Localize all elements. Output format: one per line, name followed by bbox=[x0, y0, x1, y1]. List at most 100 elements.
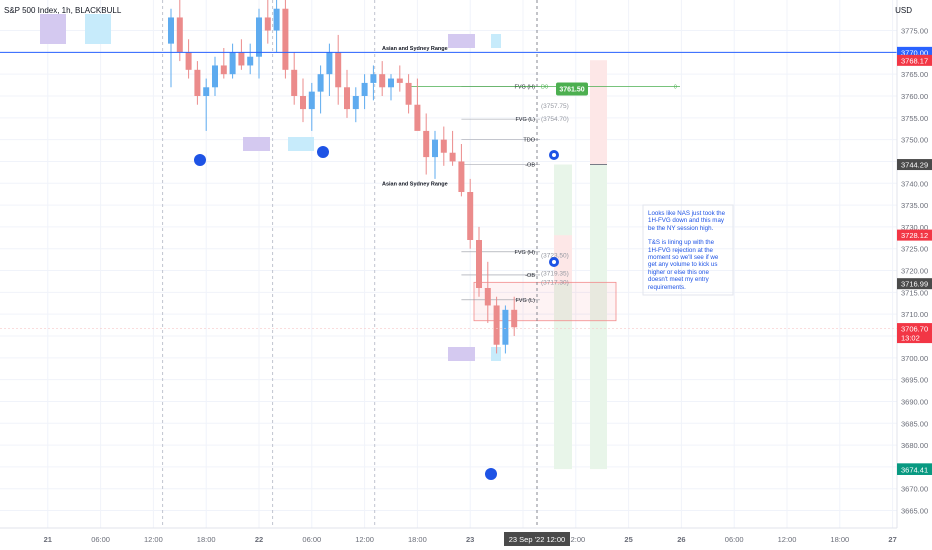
candle-body bbox=[282, 8, 289, 70]
candle-body bbox=[449, 152, 456, 162]
price-tick: 3700.00 bbox=[901, 354, 928, 363]
annotation-line: be the NY session high. bbox=[648, 224, 714, 232]
time-tick: 12:00 bbox=[355, 535, 374, 544]
time-tick: 18:00 bbox=[408, 535, 427, 544]
candle-body bbox=[247, 56, 254, 66]
time-tick: 06:00 bbox=[91, 535, 110, 544]
trade-annotation[interactable]: Looks like NAS just took the 1H-FVG down… bbox=[648, 210, 732, 291]
annotation-line: 1H-FVG down and this may bbox=[648, 217, 724, 225]
marker-dot bbox=[194, 154, 206, 166]
session-range-box bbox=[491, 347, 501, 361]
price-tick: 3775.00 bbox=[901, 27, 928, 36]
candle-body bbox=[256, 17, 262, 57]
candle-body bbox=[317, 74, 324, 92]
price-tick: 3670.00 bbox=[901, 485, 928, 494]
price-tick: 3755.00 bbox=[901, 114, 928, 123]
level-price-label: (3719.35) bbox=[541, 270, 569, 277]
price-badge bbox=[897, 229, 932, 241]
time-tick: 27 bbox=[888, 535, 896, 544]
price-badge-text: 3716.99 bbox=[901, 280, 928, 289]
candle-body bbox=[511, 309, 518, 328]
time-tick: 22 bbox=[255, 535, 263, 544]
annotation-line: 1H-FVG rejection at the bbox=[648, 246, 713, 254]
annotation-line: requirements. bbox=[648, 283, 686, 291]
candle-body bbox=[264, 17, 271, 31]
crosshair-time-text: 23 Sep '22 12:00 bbox=[509, 535, 565, 544]
price-tick: 3680.00 bbox=[901, 441, 928, 450]
time-tick: 26 bbox=[677, 535, 685, 544]
time-tick: 25 bbox=[624, 535, 632, 544]
price-tick: 3730.00 bbox=[901, 223, 928, 232]
time-tick: 12:00 bbox=[778, 535, 797, 544]
candle-body bbox=[493, 305, 500, 345]
candle-body bbox=[484, 288, 491, 306]
crosshair-time-badge bbox=[504, 532, 570, 546]
annotation-line: get any volume to kick us bbox=[648, 261, 718, 269]
level-label: TDO bbox=[523, 138, 535, 144]
price-badge bbox=[897, 278, 932, 290]
annotation-line: T&S is lining up with the bbox=[648, 239, 715, 247]
level-label: FVG (H) bbox=[515, 84, 536, 90]
level-price-label: (3757.75) bbox=[541, 103, 569, 110]
session-range-box bbox=[85, 14, 111, 44]
entry-price-text: 3761.50 bbox=[559, 86, 584, 93]
time-tick: 06:00 bbox=[302, 535, 321, 544]
time-tick: 18:00 bbox=[830, 535, 849, 544]
annotation-line: higher or else this one bbox=[648, 268, 709, 276]
price-tick: 3740.00 bbox=[901, 179, 928, 188]
candle-body bbox=[388, 78, 394, 88]
candle-body bbox=[185, 52, 192, 70]
price-tick: 3760.00 bbox=[901, 92, 928, 101]
stop-zone bbox=[554, 235, 572, 284]
level-price-label: (3754.70) bbox=[541, 116, 569, 123]
candle-body bbox=[467, 192, 474, 240]
candle-body bbox=[361, 82, 368, 96]
price-badge bbox=[897, 463, 932, 475]
candle-body bbox=[194, 69, 201, 96]
price-badge-text: 3744.29 bbox=[901, 161, 928, 170]
currency-label: USD bbox=[895, 6, 912, 15]
price-badge bbox=[897, 54, 932, 66]
marker-dot bbox=[317, 146, 329, 158]
level-price-label: (3723.50) bbox=[541, 252, 569, 259]
candle-body bbox=[238, 52, 245, 66]
price-tick: 3720.00 bbox=[901, 267, 928, 276]
entry-level-marker: 0 bbox=[674, 84, 677, 90]
entry-price-box bbox=[556, 82, 588, 96]
stop-zone bbox=[590, 60, 607, 165]
price-badge-text: 3770.00 bbox=[901, 48, 928, 57]
candle-body bbox=[344, 87, 350, 110]
candle-body bbox=[326, 52, 333, 75]
eye-icon-pupil bbox=[552, 153, 556, 157]
price-badge-text: 3674.41 bbox=[901, 465, 928, 474]
candle-body bbox=[229, 52, 236, 75]
level-label: FVG (L) bbox=[515, 298, 535, 304]
level-label: -OB bbox=[525, 273, 535, 279]
session-range-box bbox=[288, 137, 314, 151]
price-tick: 3765.00 bbox=[901, 70, 928, 79]
candle-body bbox=[352, 96, 359, 110]
entry-small-label: D0 bbox=[541, 84, 548, 90]
time-tick: 06:00 bbox=[725, 535, 744, 544]
price-tick: 3735.00 bbox=[901, 201, 928, 210]
price-tick: 3710.00 bbox=[901, 310, 928, 319]
session-range-box bbox=[448, 347, 475, 361]
annotation-line: doesn't meet my entry bbox=[648, 276, 709, 284]
chart-title: S&P 500 Index, 1h, BLACKBULL bbox=[4, 6, 122, 15]
marker-dot bbox=[485, 468, 497, 480]
candle-body bbox=[273, 8, 280, 31]
candle-body bbox=[440, 139, 447, 153]
candle-body bbox=[176, 17, 183, 53]
price-badge-text: 3768.17 bbox=[901, 56, 928, 65]
eye-icon-pupil bbox=[552, 260, 556, 264]
candle-body bbox=[476, 240, 482, 288]
time-tick: 12:00 bbox=[144, 535, 163, 544]
candle-body bbox=[502, 309, 509, 345]
candle-body bbox=[291, 69, 298, 96]
annotation-line: moment so we'll see if we bbox=[648, 254, 719, 262]
annotation-line bbox=[648, 232, 732, 239]
price-tick: 3665.00 bbox=[901, 507, 928, 516]
level-label: FVG (H) bbox=[515, 250, 536, 256]
level-label: FVG (L) bbox=[515, 117, 535, 123]
